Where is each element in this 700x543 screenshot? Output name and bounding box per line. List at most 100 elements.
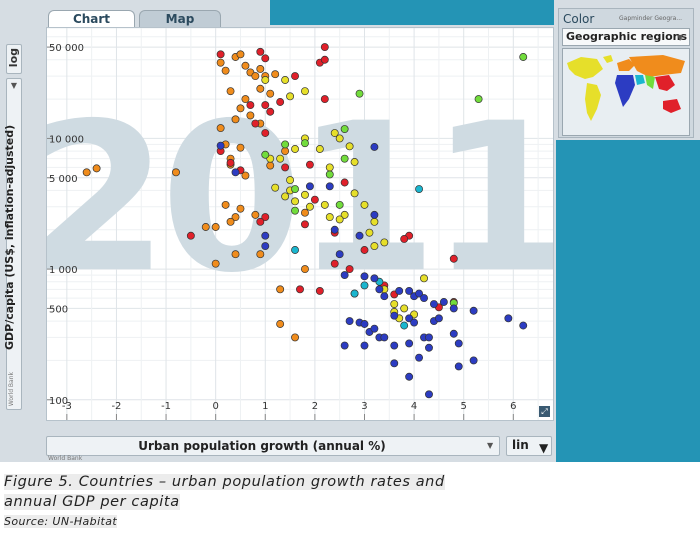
data-point — [449, 304, 458, 313]
data-point — [241, 171, 250, 180]
data-point — [276, 320, 285, 328]
color-panel: Color Gapminder Geogra... Geographic reg… — [558, 8, 694, 138]
data-point — [400, 235, 409, 243]
data-point — [291, 206, 299, 215]
data-point — [211, 223, 220, 231]
x-tick-label: -3 — [62, 401, 72, 412]
data-point — [405, 314, 414, 323]
data-point — [415, 185, 424, 193]
data-point — [216, 124, 225, 133]
data-point — [330, 225, 339, 234]
data-point — [266, 161, 275, 170]
data-point — [340, 125, 349, 133]
data-point — [340, 178, 349, 187]
x-tick-label: 0 — [212, 401, 218, 412]
data-point — [276, 285, 285, 294]
chevron-down-icon: ▼ — [10, 81, 18, 90]
data-point — [340, 210, 349, 219]
data-point — [226, 87, 235, 96]
data-point — [186, 231, 195, 240]
data-point — [291, 333, 299, 342]
tab-map[interactable]: Map — [139, 10, 221, 28]
data-point — [355, 231, 364, 240]
data-point — [256, 65, 265, 73]
y-indicator-selector[interactable]: ▼ — [6, 78, 22, 410]
data-point — [211, 259, 220, 268]
data-point — [251, 72, 260, 81]
expand-icon[interactable]: ⤢ — [539, 406, 550, 417]
figure-source: Source: UN-Habitat — [4, 515, 118, 528]
data-point — [400, 321, 409, 330]
data-point — [330, 129, 339, 137]
data-point — [380, 292, 389, 301]
data-point — [251, 210, 260, 219]
data-point — [360, 246, 369, 254]
data-point — [360, 200, 369, 209]
data-point — [231, 115, 240, 124]
x-scale-label: lin — [512, 438, 529, 452]
tab-chart[interactable]: Chart — [48, 10, 135, 28]
data-point — [425, 343, 433, 352]
data-point — [291, 197, 299, 206]
data-point — [301, 87, 309, 96]
data-point — [474, 95, 483, 104]
data-point — [281, 163, 290, 172]
data-point — [231, 213, 240, 222]
data-point — [420, 294, 428, 303]
data-point — [271, 70, 280, 79]
data-point — [305, 160, 314, 169]
chart-plot-area: 2011 -3 -2 -1 0 1 2 3 4 5 6 100 500 1 000 5 000 10 000 5… — [46, 27, 554, 421]
data-point — [400, 304, 409, 313]
data-point — [261, 242, 270, 251]
x-indicator-selector[interactable]: Urban population growth (annual %) ▼ — [46, 436, 500, 456]
data-point — [410, 318, 419, 327]
color-dropdown[interactable]: Geographic regions ▼ — [562, 28, 690, 46]
data-point — [291, 72, 299, 81]
x-tick-label: -2 — [111, 401, 121, 412]
data-point — [216, 141, 225, 150]
figure-caption: Figure 5. Countries – urban population g… — [4, 472, 492, 512]
data-point — [301, 220, 309, 229]
x-scale-selector[interactable]: lin ▼ — [506, 436, 552, 456]
data-point — [454, 339, 463, 348]
y-scale-selector[interactable]: log — [6, 44, 22, 74]
data-point — [519, 321, 528, 330]
data-point — [246, 111, 255, 120]
data-point — [216, 58, 225, 67]
data-point — [325, 213, 334, 222]
data-point — [315, 287, 324, 295]
data-point — [360, 320, 369, 328]
data-point — [236, 143, 245, 152]
data-point — [375, 285, 384, 294]
data-point — [251, 119, 260, 128]
data-point — [504, 314, 513, 323]
chevron-down-icon: ▼ — [677, 33, 684, 42]
data-point — [201, 223, 210, 231]
data-point — [291, 246, 299, 254]
data-point — [335, 215, 344, 224]
data-point — [315, 145, 324, 153]
y-tick-label: 100 — [49, 396, 68, 407]
y-axis-label: GDP/capita (US$, inflation-adjusted) — [3, 124, 16, 351]
data-point — [469, 356, 478, 365]
data-point — [281, 76, 290, 84]
data-point — [320, 43, 329, 52]
data-point — [266, 107, 275, 116]
world-regions-map[interactable] — [562, 48, 690, 136]
data-point — [370, 324, 379, 333]
x-tick-label: -1 — [161, 401, 171, 412]
data-point — [345, 265, 354, 274]
data-point — [449, 329, 458, 338]
scatter-chart: 2011 -3 -2 -1 0 1 2 3 4 5 6 100 500 1 000 5 000 10 000 5… — [47, 28, 553, 420]
data-point — [236, 204, 245, 213]
data-point — [231, 250, 240, 259]
x-tick-label: 2 — [312, 401, 318, 412]
y-tick-label: 500 — [49, 304, 68, 315]
data-point — [434, 314, 443, 323]
data-point — [420, 274, 428, 283]
data-point — [261, 231, 270, 240]
data-point — [469, 306, 478, 315]
data-point — [335, 200, 344, 209]
right-panel-background — [556, 140, 700, 462]
data-point — [325, 182, 334, 191]
